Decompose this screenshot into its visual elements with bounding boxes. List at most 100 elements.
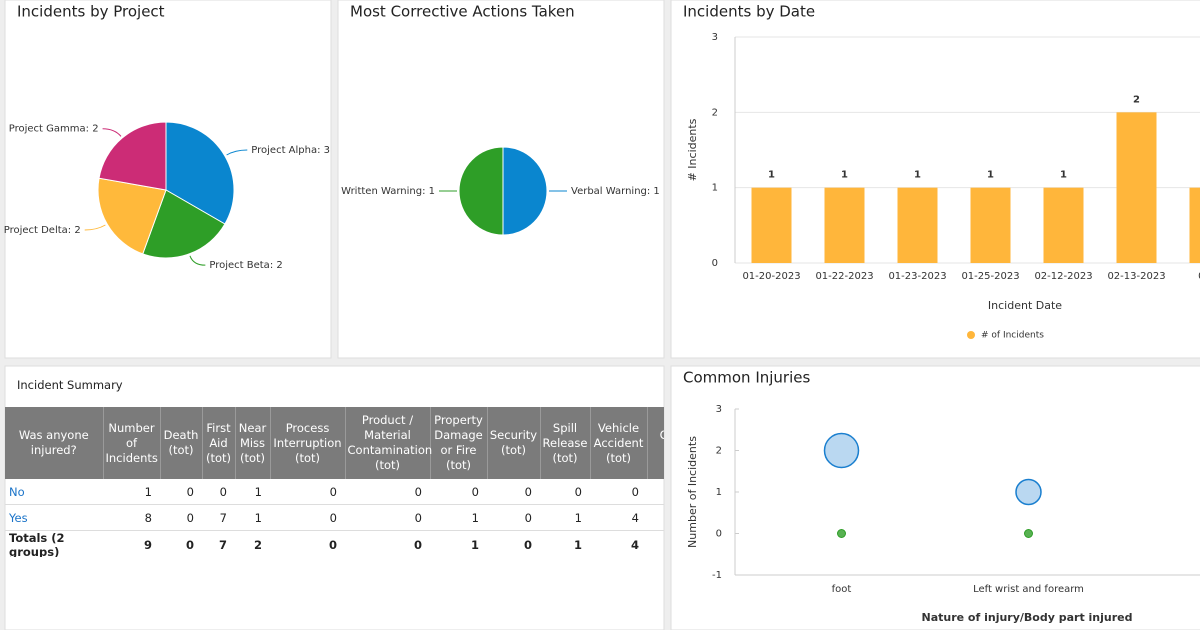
table-cell: 0	[270, 479, 345, 505]
table-cell: 0	[487, 504, 540, 531]
x-tick-label: foot	[832, 584, 852, 595]
table-body: No 1 0 0 1 0 0 0 0 0 0 Yes 8 0 7 1 0 0 1 0 1 4 Totals (2 group…	[5, 479, 664, 557]
table-cell: 7	[202, 504, 235, 531]
column-header: Was anyone injured?	[5, 407, 104, 479]
column-header: Death (tot)	[160, 407, 203, 479]
table-cell	[647, 479, 664, 505]
column-header: Other (tot)	[647, 407, 664, 479]
table-cell: 0	[487, 479, 540, 505]
table-cell: 1	[430, 530, 487, 557]
table-cell: 1	[103, 479, 160, 505]
value-label: 2	[1133, 94, 1140, 105]
table-cell: 0	[540, 479, 590, 505]
table-cell: 0	[270, 504, 345, 531]
value-label: 1	[987, 170, 994, 181]
slice-label: Project Delta: 2	[4, 225, 81, 236]
legend-label: # of Incidents	[981, 331, 1044, 341]
table-row: No 1 0 0 1 0 0 0 0 0 0	[5, 479, 664, 505]
x-axis-title: Incident Date	[988, 299, 1062, 312]
y-tick-label: 3	[716, 404, 722, 415]
value-label: 1	[768, 170, 775, 181]
point	[837, 529, 846, 538]
chart-title: Incidents by Date	[683, 3, 815, 21]
summary-table: Was anyone injured? Number of Incidents De…	[5, 407, 664, 557]
header-row: Was anyone injured? Number of Incidents De…	[5, 407, 664, 479]
y-axis-title: Number of Incidents	[686, 436, 699, 548]
x-tick-label: 01-23-2023	[888, 271, 946, 282]
table-cell: 0	[160, 504, 202, 531]
table-cell: 1	[430, 504, 487, 531]
pie-slice	[98, 121, 167, 191]
x-tick-label: 01-22-2023	[815, 271, 873, 282]
column-header: Process Interruption (tot)	[270, 407, 346, 479]
x-tick-label: 01-20-2023	[742, 271, 800, 282]
slice-label: Project Gamma: 2	[9, 124, 99, 135]
bar	[1189, 187, 1200, 263]
chart-title: Common Injuries	[683, 369, 810, 387]
row-label: Totals (2 groups)	[5, 530, 103, 557]
x-axis-title: Nature of injury/Body part injured	[921, 611, 1132, 624]
table-cell: 4	[590, 504, 647, 531]
x-tick-label: 02-12-2023	[1034, 271, 1092, 282]
pie-slice	[142, 189, 226, 259]
panel	[670, 0, 1200, 359]
table-cell: 0	[590, 479, 647, 505]
table-cell: 9	[103, 530, 160, 557]
table-cell: 0	[345, 479, 430, 505]
bar	[1116, 112, 1157, 263]
slice-label: Verbal Warning: 1	[571, 186, 660, 197]
table-row: Yes 8 0 7 1 0 0 1 0 1 4	[5, 504, 664, 531]
table-cell: 2	[235, 530, 270, 557]
column-header: First Aid (tot)	[202, 407, 236, 479]
slice-label: Project Beta: 2	[209, 260, 282, 271]
bar	[824, 187, 865, 263]
row-label[interactable]: No	[5, 479, 103, 505]
column-header: Spill Release (tot)	[540, 407, 591, 479]
slice-label: Written Warning: 1	[341, 186, 435, 197]
table-cell: 0	[270, 530, 345, 557]
y-tick-label: 1	[716, 487, 722, 498]
table-cell: 1	[540, 530, 590, 557]
table-cell: 0	[160, 479, 202, 505]
bar	[897, 187, 938, 263]
table-cell: 0	[430, 479, 487, 505]
y-tick-label: 3	[712, 32, 718, 43]
pie-slice	[97, 177, 167, 255]
column-header: Product / Material Contamination (tot)	[345, 407, 432, 479]
value-label: 1	[914, 170, 921, 181]
row-label[interactable]: Yes	[5, 504, 103, 531]
column-header: Near Miss (tot)	[235, 407, 271, 479]
table-cell: 8	[103, 504, 160, 531]
bubble	[823, 432, 860, 469]
table-cell: 0	[345, 530, 430, 557]
y-axis-title: # Incidents	[686, 118, 699, 181]
bar	[970, 187, 1011, 263]
chart-title: Most Corrective Actions Taken	[350, 3, 575, 21]
value-label: 1	[1060, 170, 1067, 181]
y-tick-label: 0	[712, 258, 718, 269]
leader-line	[84, 224, 106, 231]
panel	[670, 365, 1200, 630]
column-header: Property Damage or Fire (tot)	[430, 407, 488, 479]
y-tick-label: 2	[712, 107, 718, 118]
table-cell: 0	[202, 479, 235, 505]
y-tick-label: 2	[716, 446, 722, 457]
y-tick-label: 1	[712, 183, 718, 194]
table-title: Incident Summary	[17, 378, 123, 392]
bubble	[1015, 478, 1042, 506]
x-tick-label: Left wrist and forearm	[973, 584, 1084, 595]
legend-swatch	[967, 331, 975, 339]
x-tick-label: 02-13-2023	[1107, 271, 1165, 282]
chart-title: Incidents by Project	[17, 3, 165, 21]
table-cell: 7	[202, 530, 235, 557]
table-wrap: Was anyone injured? Number of Incidents De…	[5, 407, 664, 557]
pie-slice	[502, 146, 548, 236]
bar	[751, 187, 792, 263]
y-tick-label: -1	[712, 570, 722, 581]
table-cell: 0	[487, 530, 540, 557]
leader-line	[226, 149, 248, 156]
bar	[1043, 187, 1084, 263]
pie-slice	[458, 146, 504, 236]
x-tick-label: 02-1	[1198, 271, 1200, 282]
